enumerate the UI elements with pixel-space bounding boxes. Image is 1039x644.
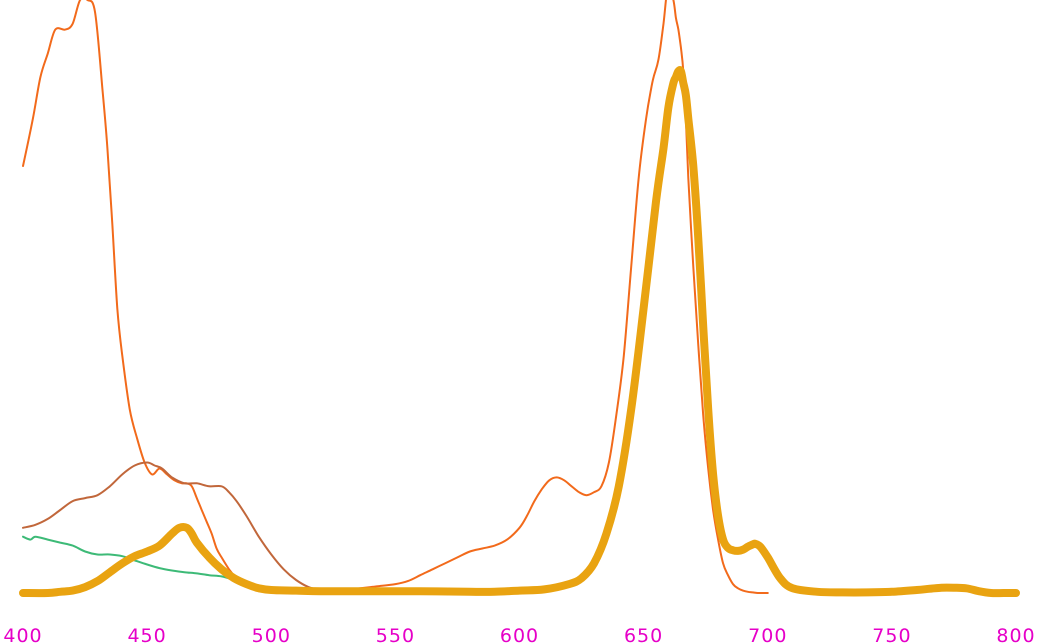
x-tick-label: 750 xyxy=(872,625,911,644)
x-tick-label: 500 xyxy=(252,625,291,644)
x-tick-label: 600 xyxy=(500,625,539,644)
plot-area xyxy=(19,0,1020,598)
x-axis: 400 450 500 550 600 650 700 750 800 xyxy=(3,625,1035,644)
x-tick-label: 650 xyxy=(624,625,663,644)
series-line-2 xyxy=(22,461,322,592)
series-line-1 xyxy=(22,0,769,595)
x-tick-label: 700 xyxy=(748,625,787,644)
x-tick-label: 450 xyxy=(127,625,166,644)
series-line-4 xyxy=(19,66,1020,598)
x-tick-label: 800 xyxy=(996,625,1035,644)
x-tick-label: 550 xyxy=(376,625,415,644)
x-tick-label: 400 xyxy=(3,625,42,644)
